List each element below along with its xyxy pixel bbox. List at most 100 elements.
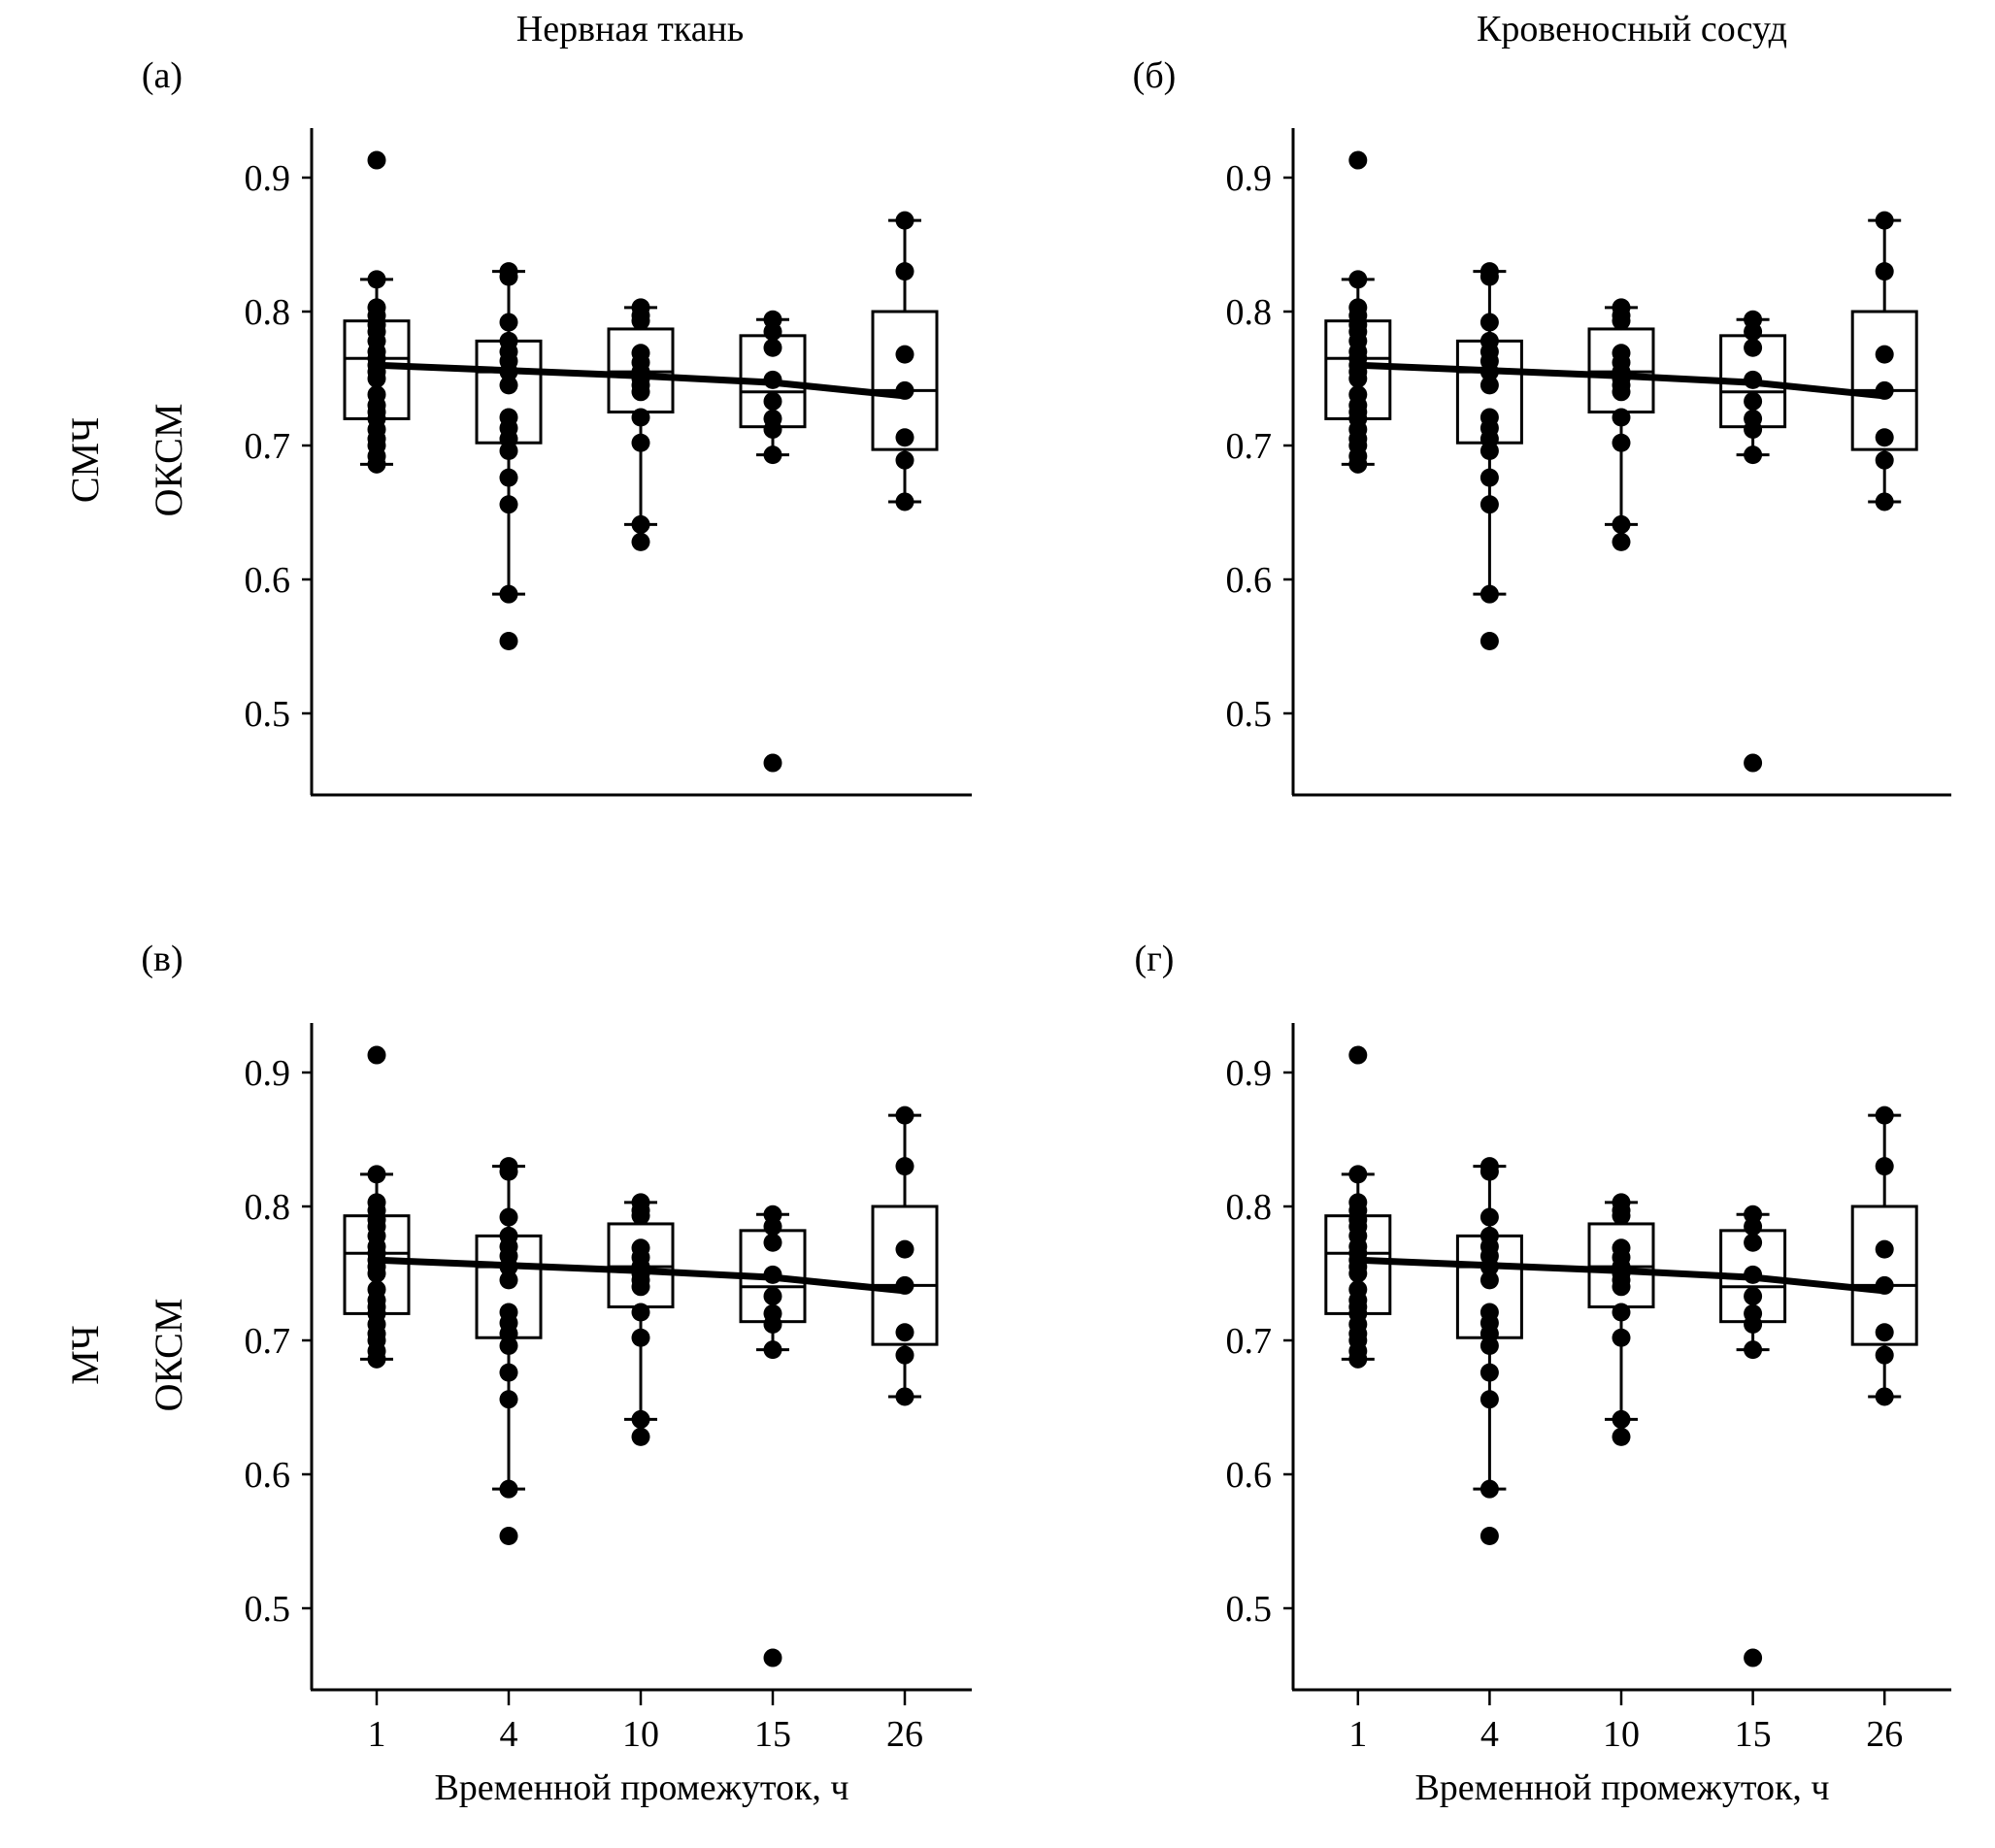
data-point (1744, 1340, 1763, 1360)
data-point (499, 376, 518, 395)
data-point (1480, 1270, 1499, 1290)
y-tick-label: 0.7 (1226, 426, 1273, 467)
data-point (895, 345, 914, 364)
data-point (895, 1387, 914, 1406)
data-point (499, 1363, 518, 1382)
data-point (1348, 1045, 1368, 1065)
data-point (1744, 1217, 1763, 1237)
data-point (631, 382, 650, 402)
data-point (367, 1264, 386, 1283)
x-tick-label: 1 (368, 1714, 386, 1755)
data-point (763, 1648, 782, 1667)
data-point (1348, 1165, 1368, 1184)
data-point (1480, 1363, 1499, 1382)
data-point (895, 450, 914, 470)
data-point (367, 150, 386, 170)
y-tick-label: 0.8 (1226, 1187, 1273, 1228)
data-point (763, 1217, 782, 1237)
data-point (1875, 345, 1894, 364)
data-point (1744, 419, 1763, 439)
y-tick-label: 0.7 (245, 1321, 291, 1362)
y-tick-label: 0.5 (245, 1589, 291, 1630)
data-point (1480, 1336, 1499, 1356)
data-point (1612, 1409, 1631, 1429)
data-point (895, 262, 914, 281)
data-point (1744, 446, 1763, 465)
data-point (1744, 391, 1763, 411)
data-point (631, 433, 650, 452)
data-point (1612, 532, 1631, 551)
panel-4: (г) 0.5 0.6 0.7 0.8 0.9 1 4 10 15 26 Временной пром… (1135, 939, 1951, 1808)
data-point (895, 1106, 914, 1125)
data-point (1744, 338, 1763, 357)
data-point (1480, 495, 1499, 514)
data-point (499, 495, 518, 514)
data-point (1348, 1264, 1368, 1283)
y-tick-label: 0.7 (245, 426, 291, 467)
data-point (1875, 211, 1894, 230)
data-point (631, 1303, 650, 1322)
column-title-vessel: Кровеносный сосуд (1477, 9, 1787, 50)
row-label-bottom-1: МЧ (63, 1325, 107, 1385)
data-point (1480, 376, 1499, 395)
data-point (1875, 492, 1894, 512)
data-point (1744, 1286, 1763, 1305)
row-label-bottom-2: ОКСМ (147, 1299, 190, 1412)
box (1850, 1204, 1918, 1346)
data-point (1875, 1323, 1894, 1342)
data-point (1612, 408, 1631, 427)
data-point (763, 753, 782, 773)
trend-line (1357, 1256, 1885, 1295)
panel-label: (б) (1133, 55, 1177, 96)
data-point (499, 1270, 518, 1290)
box (871, 310, 939, 451)
x-tick-label: 1 (1348, 1714, 1367, 1755)
data-point (763, 322, 782, 342)
data-point (631, 408, 650, 427)
data-point (367, 1045, 386, 1065)
data-point (895, 1157, 914, 1176)
data-point (1612, 382, 1631, 402)
x-axis-label: Временной промежуток, ч (434, 1767, 848, 1808)
data-point (895, 211, 914, 230)
y-tick-label: 0.5 (1226, 694, 1273, 735)
data-point (499, 584, 518, 604)
data-point (895, 428, 914, 447)
data-point (631, 1328, 650, 1347)
y-tick-label: 0.9 (1226, 1053, 1273, 1094)
data-point (499, 631, 518, 650)
x-axis-label: Временной промежуток, ч (1414, 1767, 1829, 1808)
y-tick-label: 0.9 (1226, 158, 1273, 199)
y-tick-label: 0.6 (1226, 1455, 1273, 1496)
data-point (499, 1336, 518, 1356)
data-point (1612, 1328, 1631, 1347)
row-label-top-2: ОКСМ (147, 404, 190, 517)
data-point (1612, 1303, 1631, 1322)
x-tick-label: 4 (500, 1714, 518, 1755)
data-point (1480, 1207, 1499, 1227)
data-point (763, 338, 782, 357)
data-point (1612, 1427, 1631, 1446)
x-tick-label: 15 (754, 1714, 791, 1755)
panel-3: (в) 0.5 0.6 0.7 0.8 0.9 1 4 10 15 26 Временной пром… (141, 939, 972, 1808)
data-point (1875, 450, 1894, 470)
data-point (1480, 1479, 1499, 1499)
y-tick-label: 0.8 (245, 292, 291, 333)
data-point (1875, 1345, 1894, 1365)
data-point (499, 267, 518, 286)
x-tick-label: 15 (1735, 1714, 1772, 1755)
data-point (1612, 312, 1631, 331)
data-point (367, 369, 386, 388)
y-tick-label: 0.6 (245, 560, 291, 601)
data-point (1875, 1239, 1894, 1259)
data-point (631, 312, 650, 331)
data-point (1744, 1233, 1763, 1252)
data-point (499, 1479, 518, 1499)
data-point (1480, 1526, 1499, 1545)
data-point (1875, 428, 1894, 447)
data-point (1875, 1157, 1894, 1176)
box (871, 1204, 939, 1346)
data-point (895, 492, 914, 512)
data-point (1480, 631, 1499, 650)
